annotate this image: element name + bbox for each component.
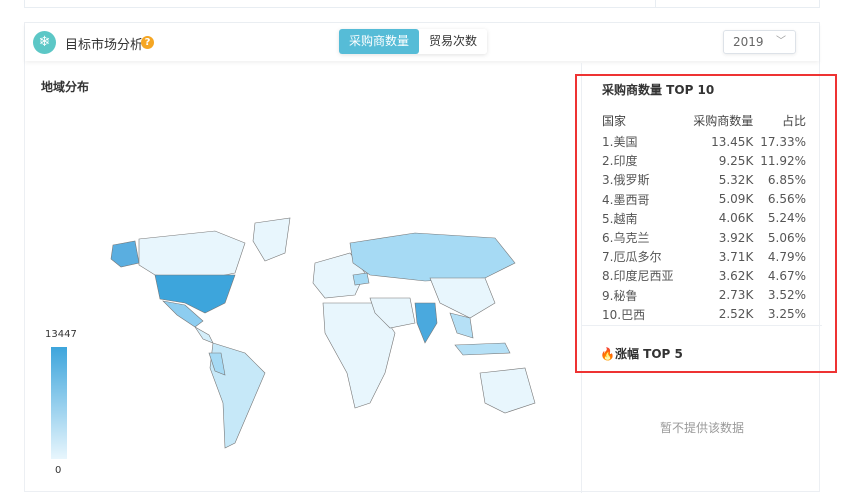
card-header: ❄ 目标市场分析 ? 采购商数量 贸易次数 2019 ﹀ — [25, 23, 819, 61]
top10-title: 采购商数量 TOP 10 — [602, 83, 715, 97]
rise-title-text: 涨幅 TOP 5 — [614, 347, 683, 361]
chevron-down-icon: ﹀ — [776, 36, 786, 47]
region-ecuador-peru — [208, 352, 226, 376]
metric-tabs: 采购商数量 贸易次数 — [339, 29, 488, 54]
col-country: 国家 — [602, 114, 627, 128]
region-central-america — [194, 326, 214, 344]
legend-max: 13447 — [45, 329, 77, 340]
share-cell: 17.33% — [760, 134, 806, 149]
region-india — [414, 302, 438, 344]
col-share: 占比 — [781, 114, 806, 128]
country-cell: 9.秘鲁 — [602, 288, 638, 303]
table-row: 3.俄罗斯 5.32K 6.85% — [602, 170, 806, 189]
snowflake-logo-icon: ❄ — [33, 31, 56, 54]
buyers-cell: 13.45K — [711, 134, 754, 149]
tab-buyer-count[interactable]: 采购商数量 — [339, 29, 420, 54]
buyers-cell: 2.73K — [718, 288, 754, 303]
top-card — [24, 0, 820, 8]
target-market-card: ❄ 目标市场分析 ? 采购商数量 贸易次数 2019 ﹀ 地域分布 13447 0… — [24, 22, 822, 493]
table-row: 8.印度尼西亚 3.62K 4.67% — [602, 266, 806, 285]
table-row: 1.美国 13.45K 17.33% — [602, 132, 806, 151]
country-cell: 8.印度尼西亚 — [602, 269, 674, 284]
country-cell: 7.厄瓜多尔 — [602, 250, 662, 265]
country-cell: 3.俄罗斯 — [602, 173, 650, 188]
buyers-cell: 2.52K — [718, 307, 754, 322]
table-row: 9.秘鲁 2.73K 3.52% — [602, 286, 806, 305]
legend-gradient[interactable] — [51, 347, 67, 459]
highlight-box — [575, 74, 837, 373]
map-panel: 地域分布 13447 0 — [25, 63, 581, 493]
region-russia — [349, 232, 516, 282]
question-icon[interactable]: ? — [141, 36, 154, 49]
map-title: 地域分布 — [41, 80, 90, 94]
buyers-cell: 3.62K — [718, 268, 754, 283]
country-cell: 5.越南 — [602, 211, 638, 226]
country-cell: 10.巴西 — [602, 307, 646, 322]
region-middle-east — [369, 297, 416, 329]
share-cell: 4.79% — [767, 249, 806, 264]
table-row: 2.印度 9.25K 11.92% — [602, 151, 806, 170]
fire-icon: 🔥 — [600, 347, 615, 361]
region-indonesia — [454, 342, 511, 356]
share-cell: 3.25% — [767, 307, 806, 322]
table-header: 国家 采购商数量 占比 — [602, 109, 806, 132]
country-cell: 2.印度 — [602, 154, 638, 169]
buyers-cell: 9.25K — [718, 153, 754, 168]
year-value: 2019 — [733, 35, 764, 49]
top10-table: 国家 采购商数量 占比 1.美国 13.45K 17.33% 2.印度 9.25K 11.… — [602, 109, 806, 324]
region-china — [429, 277, 496, 319]
share-cell: 4.67% — [767, 268, 806, 283]
card-title: 目标市场分析 — [65, 38, 144, 53]
region-ukraine — [352, 272, 370, 286]
share-cell: 6.85% — [767, 172, 806, 187]
table-row: 4.墨西哥 5.09K 6.56% — [602, 190, 806, 209]
region-alaska — [110, 240, 140, 268]
region-mexico — [162, 300, 204, 328]
country-cell: 1.美国 — [602, 135, 638, 150]
empty-message: 暂不提供该数据 — [659, 421, 744, 435]
region-usa — [154, 274, 236, 314]
region-australia — [479, 367, 536, 414]
country-cell: 4.墨西哥 — [602, 192, 650, 207]
buyers-cell: 3.92K — [718, 230, 754, 245]
share-cell: 6.56% — [767, 192, 806, 207]
ranking-panel: 采购商数量 TOP 10 国家 采购商数量 占比 1.美国 13.45K 17.33… — [581, 63, 822, 493]
country-cell: 6.乌克兰 — [602, 231, 650, 246]
region-southeast-asia — [449, 312, 474, 339]
year-select[interactable]: 2019 ﹀ — [723, 30, 796, 54]
col-buyers: 采购商数量 — [693, 114, 754, 128]
region-canada — [138, 230, 246, 280]
share-cell: 3.52% — [767, 288, 806, 303]
table-row: 5.越南 4.06K 5.24% — [602, 209, 806, 228]
table-row: 6.乌克兰 3.92K 5.06% — [602, 228, 806, 247]
divider — [582, 325, 822, 326]
world-map[interactable] — [85, 203, 575, 453]
buyers-cell: 5.32K — [718, 172, 754, 187]
region-greenland — [252, 217, 291, 262]
buyers-cell: 5.09K — [718, 192, 754, 207]
rise-title: 🔥涨幅 TOP 5 — [600, 345, 683, 362]
buyers-cell: 3.71K — [718, 249, 754, 264]
table-row: 10.巴西 2.52K 3.25% — [602, 305, 806, 324]
region-europe — [312, 252, 366, 299]
table-row: 7.厄瓜多尔 3.71K 4.79% — [602, 247, 806, 266]
share-cell: 5.24% — [767, 211, 806, 226]
share-cell: 11.92% — [760, 153, 806, 168]
legend-min: 0 — [55, 465, 62, 476]
tab-trade-count[interactable]: 贸易次数 — [419, 29, 488, 54]
buyers-cell: 4.06K — [718, 211, 754, 226]
share-cell: 5.06% — [767, 230, 806, 245]
